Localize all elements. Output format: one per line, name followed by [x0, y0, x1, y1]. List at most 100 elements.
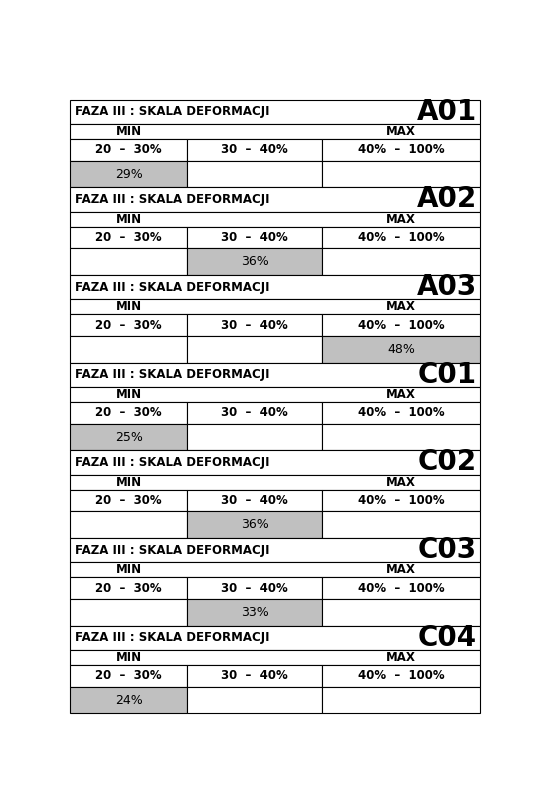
Bar	[70, 314, 187, 336]
Text: MIN: MIN	[116, 125, 142, 138]
Bar	[187, 599, 322, 625]
Bar	[70, 161, 187, 188]
Text: MIN: MIN	[116, 300, 142, 313]
Text: 20  –  30%: 20 – 30%	[96, 494, 162, 507]
Bar	[70, 226, 187, 249]
Text: 30  –  40%: 30 – 40%	[221, 494, 288, 507]
Bar	[70, 687, 187, 713]
Text: MIN: MIN	[116, 651, 142, 664]
Text: 20  –  30%: 20 – 30%	[96, 670, 162, 683]
Text: C02: C02	[417, 448, 477, 477]
Bar	[70, 423, 187, 450]
Text: MAX: MAX	[386, 564, 416, 576]
Bar	[187, 314, 322, 336]
Text: FAZA III : SKALA DEFORMACJI: FAZA III : SKALA DEFORMACJI	[75, 193, 270, 206]
Text: 30  –  40%: 30 – 40%	[221, 231, 288, 244]
Text: C01: C01	[418, 361, 477, 389]
Text: C03: C03	[417, 536, 477, 564]
Text: 30  –  40%: 30 – 40%	[221, 670, 288, 683]
Text: 29%: 29%	[115, 167, 143, 180]
Text: 40%  –  100%: 40% – 100%	[358, 670, 445, 683]
Bar	[322, 687, 480, 713]
Text: MAX: MAX	[386, 213, 416, 225]
Bar	[187, 665, 322, 687]
Text: 40%  –  100%: 40% – 100%	[358, 494, 445, 507]
Bar	[187, 687, 322, 713]
Text: 36%: 36%	[241, 255, 268, 268]
Bar	[70, 188, 480, 212]
Bar	[70, 562, 480, 577]
Bar	[187, 139, 322, 161]
Text: FAZA III : SKALA DEFORMACJI: FAZA III : SKALA DEFORMACJI	[75, 105, 270, 118]
Text: 20  –  30%: 20 – 30%	[96, 407, 162, 419]
Bar	[187, 336, 322, 363]
Bar	[322, 226, 480, 249]
Bar	[322, 161, 480, 188]
Text: 30  –  40%: 30 – 40%	[221, 143, 288, 156]
Bar	[70, 387, 480, 402]
Text: MIN: MIN	[116, 213, 142, 225]
Bar	[187, 249, 322, 275]
Text: FAZA III : SKALA DEFORMACJI: FAZA III : SKALA DEFORMACJI	[75, 369, 270, 382]
Bar	[70, 336, 187, 363]
Bar	[187, 161, 322, 188]
Text: 24%: 24%	[115, 694, 143, 707]
Bar	[70, 538, 480, 562]
Bar	[187, 226, 322, 249]
Bar	[70, 124, 480, 139]
Bar	[187, 511, 322, 538]
Bar	[70, 650, 480, 665]
Bar	[70, 402, 187, 423]
Bar	[70, 139, 187, 161]
Bar	[70, 475, 480, 489]
Bar	[70, 363, 480, 387]
Bar	[322, 139, 480, 161]
Text: 20  –  30%: 20 – 30%	[96, 582, 162, 595]
Text: 40%  –  100%: 40% – 100%	[358, 319, 445, 332]
Bar	[70, 249, 187, 275]
Text: 40%  –  100%: 40% – 100%	[358, 143, 445, 156]
Bar	[322, 511, 480, 538]
Text: 25%: 25%	[115, 431, 143, 444]
Text: MAX: MAX	[386, 125, 416, 138]
Text: 33%: 33%	[241, 606, 268, 619]
Text: FAZA III : SKALA DEFORMACJI: FAZA III : SKALA DEFORMACJI	[75, 456, 270, 469]
Text: A03: A03	[416, 273, 477, 301]
Text: MIN: MIN	[116, 388, 142, 401]
Text: 20  –  30%: 20 – 30%	[96, 319, 162, 332]
Bar	[187, 489, 322, 511]
Text: 30  –  40%: 30 – 40%	[221, 582, 288, 595]
Bar	[70, 100, 480, 124]
Text: 30  –  40%: 30 – 40%	[221, 407, 288, 419]
Text: 48%: 48%	[387, 343, 415, 356]
Bar	[70, 599, 187, 625]
Bar	[322, 599, 480, 625]
Text: MAX: MAX	[386, 300, 416, 313]
Bar	[70, 450, 480, 475]
Text: MAX: MAX	[386, 651, 416, 664]
Bar	[322, 489, 480, 511]
Text: 20  –  30%: 20 – 30%	[96, 143, 162, 156]
Text: 30  –  40%: 30 – 40%	[221, 319, 288, 332]
Text: MAX: MAX	[386, 388, 416, 401]
Bar	[322, 336, 480, 363]
Bar	[70, 625, 480, 650]
Text: 40%  –  100%: 40% – 100%	[358, 231, 445, 244]
Bar	[70, 511, 187, 538]
Text: C04: C04	[417, 624, 477, 652]
Bar	[70, 212, 480, 226]
Text: 20  –  30%: 20 – 30%	[96, 231, 162, 244]
Text: FAZA III : SKALA DEFORMACJI: FAZA III : SKALA DEFORMACJI	[75, 543, 270, 556]
Bar	[187, 577, 322, 599]
Bar	[70, 577, 187, 599]
Text: 40%  –  100%: 40% – 100%	[358, 407, 445, 419]
Text: FAZA III : SKALA DEFORMACJI: FAZA III : SKALA DEFORMACJI	[75, 631, 270, 644]
Text: 40%  –  100%: 40% – 100%	[358, 582, 445, 595]
Bar	[322, 665, 480, 687]
Text: A02: A02	[416, 185, 477, 213]
Bar	[70, 489, 187, 511]
Text: FAZA III : SKALA DEFORMACJI: FAZA III : SKALA DEFORMACJI	[75, 281, 270, 294]
Bar	[322, 314, 480, 336]
Text: 36%: 36%	[241, 518, 268, 531]
Bar	[322, 249, 480, 275]
